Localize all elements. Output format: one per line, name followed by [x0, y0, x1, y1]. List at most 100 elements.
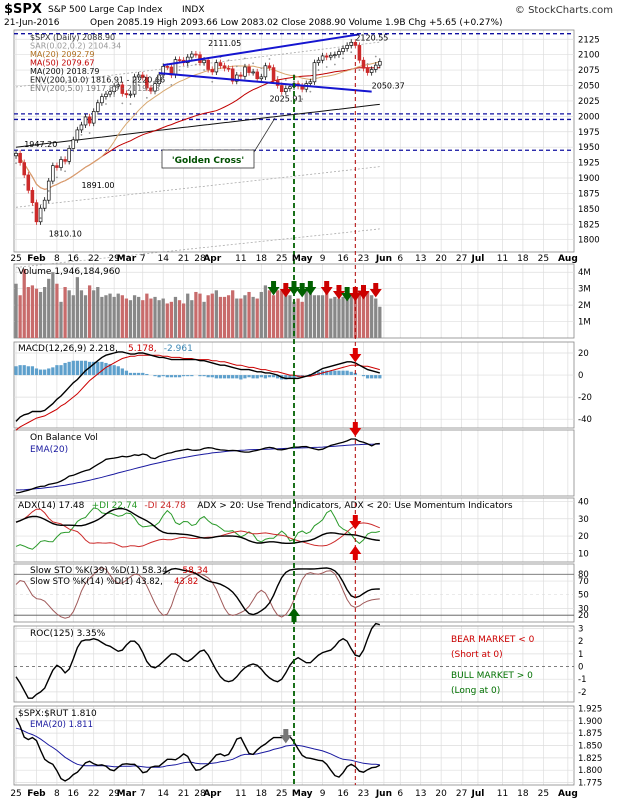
- volume-bar: [186, 293, 190, 338]
- macd-histogram-bar: [271, 375, 276, 378]
- x-axis-label-bottom: 13: [415, 789, 426, 799]
- roc-line: [15, 622, 381, 699]
- price-legend-item: SAR(0.02,0.2) 2104.34: [30, 42, 121, 51]
- macd-histogram-bar: [210, 375, 214, 378]
- macd-histogram-bar: [263, 375, 268, 379]
- price-annotation: 1947.20: [24, 140, 57, 149]
- price-legend-item: $SPX (Daily) 2088.90: [30, 33, 115, 42]
- x-axis-label-bottom: 9: [320, 789, 326, 799]
- sar-dot: [358, 69, 361, 71]
- price-tick-label: 2125: [578, 35, 600, 45]
- x-axis-label-bottom: 25: [538, 789, 549, 799]
- ratio-tick-label: 1.850: [578, 742, 602, 752]
- macd-histogram-bar: [329, 370, 333, 376]
- price-legend-item: MA(200) 2018.79: [30, 67, 100, 76]
- price-tick-label: 1950: [578, 143, 600, 153]
- macd-histogram-bar: [104, 362, 108, 376]
- price-tick-label: 1825: [578, 220, 600, 230]
- adx-tick-label: 20: [578, 532, 589, 542]
- price-tick-label: 2075: [578, 66, 600, 76]
- price-legend-item: MA(50) 2079.67: [30, 59, 94, 68]
- macd-histogram-bar: [292, 375, 296, 379]
- volume-bar: [210, 293, 214, 338]
- volume-bar: [104, 295, 108, 338]
- macd-histogram-bar: [312, 372, 317, 376]
- volume-bar: [284, 291, 288, 338]
- macd-histogram-bar: [141, 372, 145, 376]
- x-axis-label-bottom: 28: [194, 789, 206, 799]
- volume-bar: [128, 300, 133, 338]
- volume-signal-arrow: [349, 287, 362, 302]
- volume-signal-arrow: [320, 281, 333, 296]
- volume-signal-arrow: [332, 285, 345, 300]
- price-tick-label: 1975: [578, 128, 600, 138]
- x-axis-label-bottom: 14: [157, 789, 169, 799]
- x-axis-label-bottom: 25: [276, 789, 287, 799]
- volume-bar: [231, 290, 235, 338]
- x-axis-label-bottom: Feb: [27, 789, 46, 799]
- x-axis-label: 21: [178, 254, 189, 264]
- macd-histogram-bar: [345, 370, 349, 376]
- candle-body: [369, 69, 374, 73]
- macd-histogram-bar: [34, 368, 39, 376]
- sar-dot: [350, 51, 353, 54]
- macd-tick-label: -40: [578, 415, 592, 425]
- sar-dot: [301, 98, 304, 100]
- x-axis-label-bottom: 8: [54, 789, 60, 799]
- minus-di-line: [15, 508, 380, 548]
- volume-bar: [239, 298, 243, 338]
- stoch-tick-label: 80: [578, 570, 589, 580]
- macd-histogram-bar: [165, 375, 169, 378]
- sar-dot: [366, 63, 369, 65]
- candle-body: [234, 74, 239, 82]
- volume-bar: [353, 298, 357, 338]
- stoch-tick-label: 50: [578, 591, 589, 601]
- volume-bar: [378, 306, 382, 338]
- volume-bar: [280, 290, 284, 338]
- sar-dot: [203, 69, 205, 71]
- macd-histogram-bar: [337, 370, 341, 376]
- x-axis-label: Apr: [203, 254, 221, 264]
- candle-body: [320, 55, 325, 61]
- obv-signal-arrow: [349, 422, 362, 437]
- x-axis-label-bottom: Aug: [558, 789, 578, 799]
- price-tick-label: 2000: [578, 112, 600, 122]
- candle-body: [341, 48, 345, 52]
- macd-histogram-bar: [276, 375, 280, 379]
- obv-ema-line: [15, 443, 380, 491]
- roc-note-bull: BULL MARKET > 0: [451, 671, 533, 681]
- adx-legend-item: +DI 22.74: [92, 501, 138, 511]
- header-symbol: $SPX: [4, 2, 42, 17]
- candle-body: [263, 65, 268, 78]
- volume-signal-arrow: [341, 287, 354, 302]
- candle-body: [361, 59, 366, 69]
- volume-bar: [161, 298, 165, 338]
- price-tick-label: 1850: [578, 205, 600, 215]
- volume-bar: [222, 296, 227, 338]
- volume-bar: [63, 287, 67, 338]
- volume-bar: [308, 291, 312, 338]
- candle-body: [177, 59, 182, 61]
- x-axis-label: 9: [320, 254, 326, 264]
- macd-histogram-bar: [63, 362, 67, 376]
- sar-dot: [178, 69, 181, 71]
- volume-bar: [333, 296, 337, 338]
- source-credit: © StockCharts.com: [515, 5, 613, 16]
- stoch-39-line: [162, 567, 380, 616]
- macd-histogram-bar: [288, 375, 292, 379]
- volume-bar: [67, 290, 71, 338]
- macd-histogram-bar: [75, 360, 79, 376]
- envelope-lower-10: [15, 228, 380, 268]
- ma20-line: [15, 61, 380, 190]
- stoch-14-line: [15, 566, 380, 619]
- volume-bar: [243, 295, 247, 338]
- sar-dot: [333, 63, 336, 66]
- macd-histogram-bar: [235, 375, 239, 379]
- candle-body: [75, 129, 80, 141]
- macd-histogram-bar: [370, 375, 374, 379]
- volume-bar: [361, 293, 366, 338]
- adx-legend-item: -DI 24.78: [144, 501, 186, 511]
- sar-dot: [72, 148, 75, 151]
- macd-histogram-bar: [173, 375, 178, 378]
